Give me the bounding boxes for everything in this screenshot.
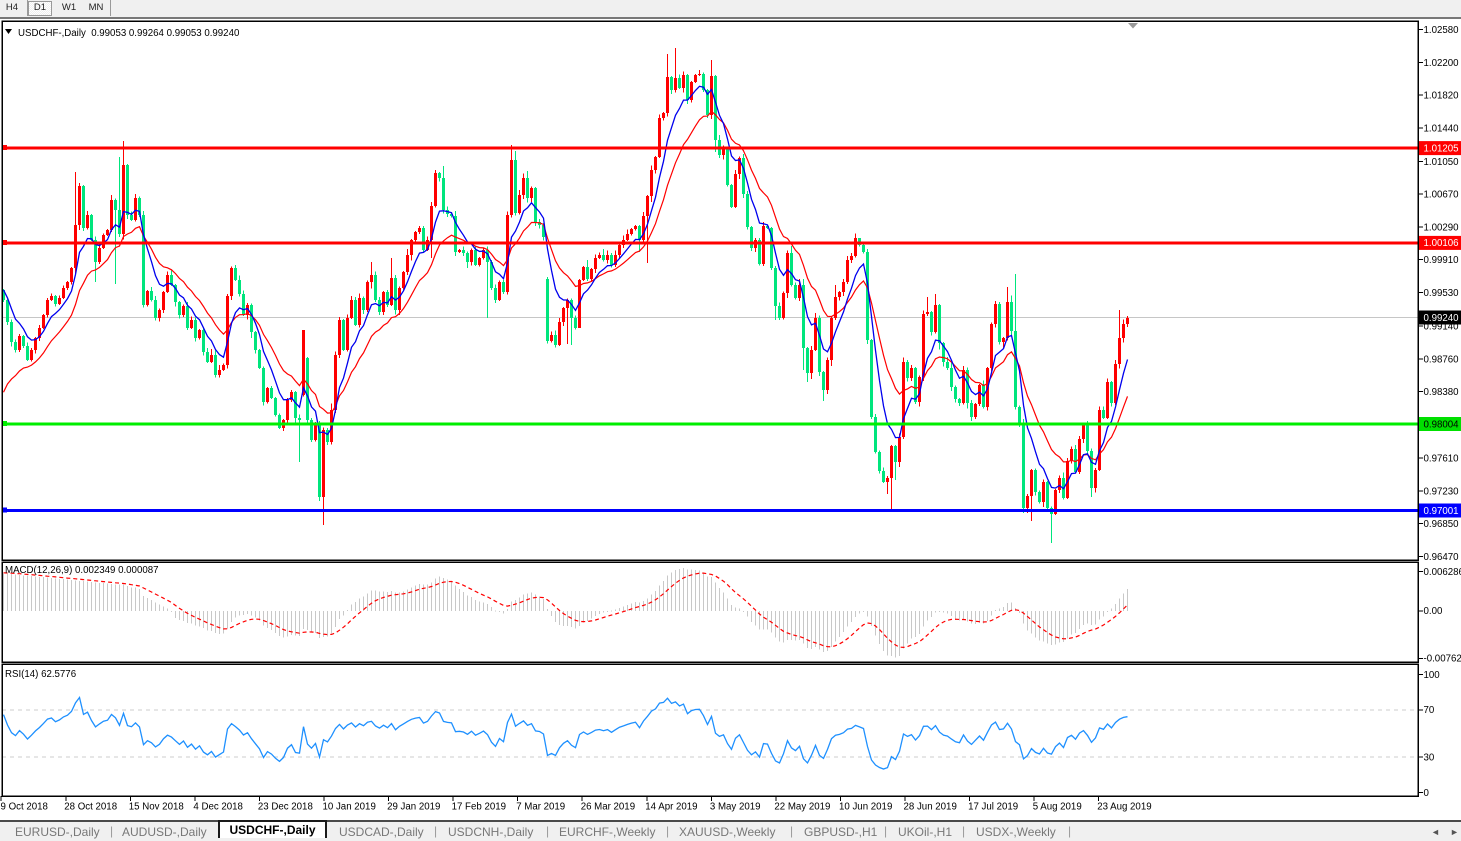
svg-text:0.98760: 0.98760 (1424, 354, 1460, 365)
svg-text:1.02580: 1.02580 (1424, 25, 1460, 36)
svg-text:28 Jun 2019: 28 Jun 2019 (904, 802, 957, 813)
svg-text:1.01440: 1.01440 (1424, 123, 1460, 134)
svg-text:70: 70 (1424, 705, 1435, 716)
svg-text:1.00670: 1.00670 (1424, 190, 1460, 201)
svg-text:0.006286: 0.006286 (1424, 567, 1461, 578)
svg-text:17 Jul 2019: 17 Jul 2019 (968, 802, 1018, 813)
svg-text:22 May 2019: 22 May 2019 (774, 802, 830, 813)
svg-text:0: 0 (1424, 788, 1430, 799)
svg-text:4 Dec 2018: 4 Dec 2018 (193, 802, 243, 813)
svg-text:0.97230: 0.97230 (1424, 486, 1460, 497)
svg-text:0.99910: 0.99910 (1424, 255, 1460, 266)
svg-text:14 Apr 2019: 14 Apr 2019 (645, 802, 697, 813)
svg-text:3 May 2019: 3 May 2019 (710, 802, 761, 813)
svg-text:29 Jan 2019: 29 Jan 2019 (387, 802, 440, 813)
svg-text:17 Feb 2019: 17 Feb 2019 (452, 802, 506, 813)
svg-text:0.96850: 0.96850 (1424, 519, 1460, 530)
svg-text:0.99140: 0.99140 (1424, 322, 1460, 333)
svg-text:-0.00762: -0.00762 (1424, 654, 1461, 665)
svg-text:0.97001: 0.97001 (1424, 506, 1459, 517)
svg-text:0.00: 0.00 (1424, 606, 1443, 617)
svg-text:23 Dec 2018: 23 Dec 2018 (258, 802, 313, 813)
svg-text:0.99240: 0.99240 (1424, 313, 1460, 324)
svg-text:15 Nov 2018: 15 Nov 2018 (129, 802, 184, 813)
svg-text:1.01205: 1.01205 (1424, 143, 1459, 154)
svg-text:1.00290: 1.00290 (1424, 223, 1460, 234)
svg-text:23 Aug 2019: 23 Aug 2019 (1097, 802, 1151, 813)
svg-text:7 Mar 2019: 7 Mar 2019 (516, 802, 565, 813)
svg-text:5 Aug 2019: 5 Aug 2019 (1033, 802, 1082, 813)
svg-text:USDCHF-,Daily 0.99053 0.99264: USDCHF-,Daily 0.99053 0.99264 0.99053 0.… (18, 28, 240, 39)
svg-text:MACD(12,26,9) 0.002349 0.00008: MACD(12,26,9) 0.002349 0.000087 (5, 565, 159, 576)
svg-text:28 Oct 2018: 28 Oct 2018 (64, 802, 117, 813)
svg-text:0.98380: 0.98380 (1424, 387, 1460, 398)
svg-text:0.99530: 0.99530 (1424, 288, 1460, 299)
svg-text:10 Jan 2019: 10 Jan 2019 (323, 802, 376, 813)
svg-text:30: 30 (1424, 752, 1435, 763)
svg-text:9 Oct 2018: 9 Oct 2018 (1, 802, 48, 813)
svg-text:26 Mar 2019: 26 Mar 2019 (581, 802, 635, 813)
svg-text:1.01820: 1.01820 (1424, 91, 1460, 102)
svg-text:RSI(14) 62.5776: RSI(14) 62.5776 (5, 669, 76, 680)
svg-text:1.01050: 1.01050 (1424, 157, 1460, 168)
svg-text:10 Jun 2019: 10 Jun 2019 (839, 802, 892, 813)
svg-text:0.96470: 0.96470 (1424, 552, 1460, 563)
svg-text:1.02200: 1.02200 (1424, 58, 1460, 69)
svg-text:0.97610: 0.97610 (1424, 454, 1460, 465)
svg-text:0.98004: 0.98004 (1424, 419, 1460, 430)
svg-text:1.00106: 1.00106 (1424, 238, 1459, 249)
svg-text:100: 100 (1424, 670, 1441, 681)
